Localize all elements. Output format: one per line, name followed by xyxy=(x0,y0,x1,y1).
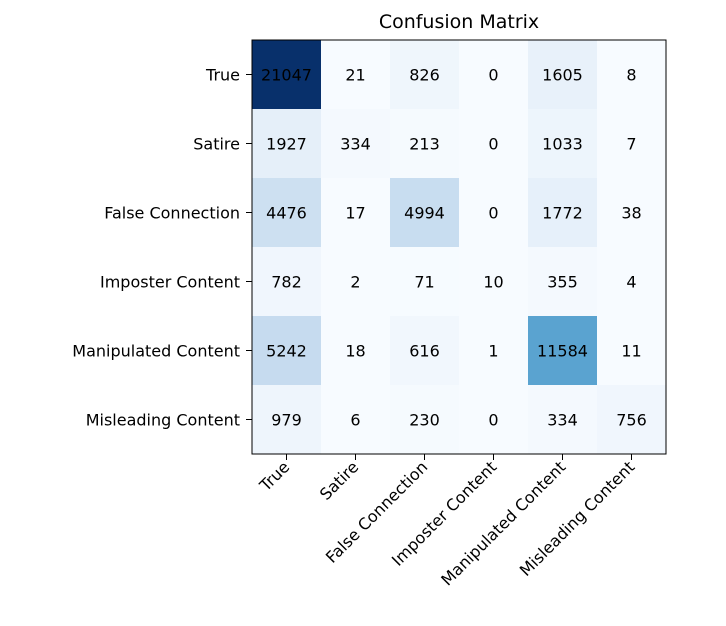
cell-value-r5-c4: 334 xyxy=(547,411,578,430)
heatmap-cell-r1-c4 xyxy=(528,109,597,178)
heatmap-cell-r3-c4 xyxy=(528,247,597,316)
cell-value-r1-c0: 1927 xyxy=(266,135,307,154)
cell-value-r1-c5: 7 xyxy=(626,135,636,154)
heatmap-cell-r2-c3 xyxy=(459,178,528,247)
y-axis-ticks: True Satire False Connection Imposter Conte… xyxy=(72,66,252,430)
cell-value-r4-c3: 1 xyxy=(488,342,498,361)
heatmap-cell-r4-c4 xyxy=(528,316,597,385)
cell-value-r1-c2: 213 xyxy=(409,135,440,154)
heatmap-cell-r3-c0 xyxy=(252,247,321,316)
heatmap-cell-r1-c0 xyxy=(252,109,321,178)
cell-value-r5-c2: 230 xyxy=(409,411,440,430)
cell-value-r0-c3: 0 xyxy=(488,66,498,85)
cell-value-r5-c1: 6 xyxy=(350,411,360,430)
heatmap-cell-r4-c0 xyxy=(252,316,321,385)
heatmap-cell-r2-c4 xyxy=(528,178,597,247)
cell-value-r3-c3: 10 xyxy=(483,273,503,292)
heatmap-cell-r3-c3 xyxy=(459,247,528,316)
y-tick-label-2: False Connection xyxy=(104,204,240,223)
heatmap-cell-r0-c1 xyxy=(321,40,390,109)
y-tick-label-4: Manipulated Content xyxy=(72,342,240,361)
cell-value-r5-c5: 756 xyxy=(616,411,647,430)
cell-value-r0-c4: 1605 xyxy=(542,66,583,85)
cell-value-r1-c3: 0 xyxy=(488,135,498,154)
y-tick-label-1: Satire xyxy=(193,135,240,154)
cell-value-r1-c1: 334 xyxy=(340,135,371,154)
heatmap-cells xyxy=(252,40,666,454)
cell-value-r0-c0: 21047 xyxy=(261,66,312,85)
cell-value-r0-c5: 8 xyxy=(626,66,636,85)
cell-value-r2-c1: 17 xyxy=(345,204,365,223)
heatmap-cell-r0-c2 xyxy=(390,40,459,109)
cell-value-r1-c4: 1033 xyxy=(542,135,583,154)
cell-value-r5-c3: 0 xyxy=(488,411,498,430)
cell-value-r4-c4: 11584 xyxy=(537,342,588,361)
heatmap-cell-r0-c5 xyxy=(597,40,666,109)
heatmap-cell-r0-c4 xyxy=(528,40,597,109)
heatmap-cell-r2-c2 xyxy=(390,178,459,247)
cell-value-r2-c2: 4994 xyxy=(404,204,445,223)
heatmap-cell-r1-c3 xyxy=(459,109,528,178)
x-tick-label-0: True xyxy=(255,457,293,495)
heatmap-cell-r2-c5 xyxy=(597,178,666,247)
heatmap-cell-r0-c3 xyxy=(459,40,528,109)
cell-value-r4-c2: 616 xyxy=(409,342,440,361)
y-tick-label-5: Misleading Content xyxy=(86,411,240,430)
heatmap-cell-r3-c5 xyxy=(597,247,666,316)
heatmap-cell-r4-c3 xyxy=(459,316,528,385)
cell-value-r0-c1: 21 xyxy=(345,66,365,85)
cell-value-r3-c5: 4 xyxy=(626,273,636,292)
y-tick-label-0: True xyxy=(205,66,240,85)
heatmap-cell-r0-c0 xyxy=(252,40,321,109)
cell-value-r3-c0: 782 xyxy=(271,273,302,292)
cell-value-r5-c0: 979 xyxy=(271,411,302,430)
heatmap-cell-r3-c1 xyxy=(321,247,390,316)
cell-value-r3-c4: 355 xyxy=(547,273,578,292)
heatmap-cell-r5-c5 xyxy=(597,385,666,454)
cell-value-r0-c2: 826 xyxy=(409,66,440,85)
plot-frame xyxy=(251,39,667,455)
heatmap-cell-r4-c2 xyxy=(390,316,459,385)
heatmap-cell-r1-c5 xyxy=(597,109,666,178)
cell-value-r4-c0: 5242 xyxy=(266,342,307,361)
cell-value-r2-c4: 1772 xyxy=(542,204,583,223)
heatmap-cell-r5-c3 xyxy=(459,385,528,454)
heatmap-cell-r4-c1 xyxy=(321,316,390,385)
cell-value-r2-c0: 4476 xyxy=(266,204,307,223)
cell-value-r3-c1: 2 xyxy=(350,273,360,292)
heatmap-cell-r5-c1 xyxy=(321,385,390,454)
cell-value-r2-c5: 38 xyxy=(621,204,641,223)
heatmap-cell-r2-c0 xyxy=(252,178,321,247)
heatmap-cell-r1-c2 xyxy=(390,109,459,178)
heatmap-cell-r4-c5 xyxy=(597,316,666,385)
cell-value-r3-c2: 71 xyxy=(414,273,434,292)
heatmap-cell-r3-c2 xyxy=(390,247,459,316)
heatmap-cell-r2-c1 xyxy=(321,178,390,247)
heatmap-cell-r5-c0 xyxy=(252,385,321,454)
x-tick-label-5: Misleading Content xyxy=(516,457,639,580)
cell-value-r2-c3: 0 xyxy=(488,204,498,223)
cell-value-r4-c1: 18 xyxy=(345,342,365,361)
heatmap-cell-r5-c2 xyxy=(390,385,459,454)
x-tick-label-1: Satire xyxy=(316,457,362,503)
heatmap-cell-r5-c4 xyxy=(528,385,597,454)
chart-title: Confusion Matrix xyxy=(379,11,539,33)
x-tick-label-4: Manipulated Content xyxy=(437,457,569,589)
y-tick-label-3: Imposter Content xyxy=(100,273,240,292)
heatmap-cell-r1-c1 xyxy=(321,109,390,178)
cell-value-r4-c5: 11 xyxy=(621,342,641,361)
